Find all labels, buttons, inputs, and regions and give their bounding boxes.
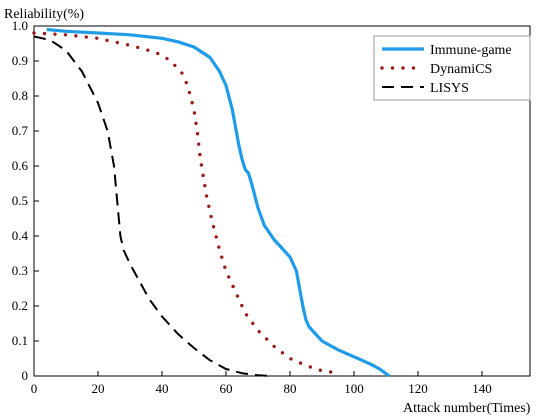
series-lines (32, 27, 391, 378)
y-axis-label: Reliability(%) (4, 7, 84, 22)
y-tick-label: 0.4 (12, 228, 29, 243)
y-tick-label: 0.9 (12, 53, 28, 68)
y-tick-label: 1.0 (12, 18, 28, 33)
legend-label: DynamiCS (430, 62, 492, 77)
y-tick-label: 0.5 (12, 193, 28, 208)
y-tick-label: 0 (22, 368, 29, 383)
x-tick-label: 20 (92, 381, 105, 396)
axes (33, 25, 531, 377)
x-tick-label: 0 (31, 381, 38, 396)
series-line-dynamics (32, 31, 337, 375)
x-tick-label: 80 (284, 381, 297, 396)
x-axis-label: Attack number(Times) (403, 401, 531, 416)
x-tick-label: 60 (220, 381, 233, 396)
series-line-immune-game (46, 27, 391, 378)
y-tick-label: 0.3 (12, 263, 28, 278)
x-tick-label: 40 (156, 381, 169, 396)
x-tick-label: 120 (408, 381, 428, 396)
legend-label: Immune-game (430, 43, 512, 58)
y-tick-label: 0.6 (12, 158, 29, 173)
tick-labels: 0 20 40 60 80 100 120 140 0 0.1 0.2 0.3 0.4 0.5 0.6 0.7… (12, 18, 492, 396)
y-tick-label: 0.2 (12, 298, 28, 313)
legend-label: LISYS (430, 81, 469, 96)
x-tick-label: 100 (344, 381, 364, 396)
series-line-lisys (33, 35, 271, 377)
legend: Immune-game DynamiCS LISYS (373, 35, 531, 101)
y-tick-label: 0.7 (12, 123, 29, 138)
legend-box (373, 35, 531, 101)
y-tick-label: 0.8 (12, 88, 28, 103)
y-tick-label: 0.1 (12, 333, 28, 348)
x-tick-label: 140 (472, 381, 492, 396)
